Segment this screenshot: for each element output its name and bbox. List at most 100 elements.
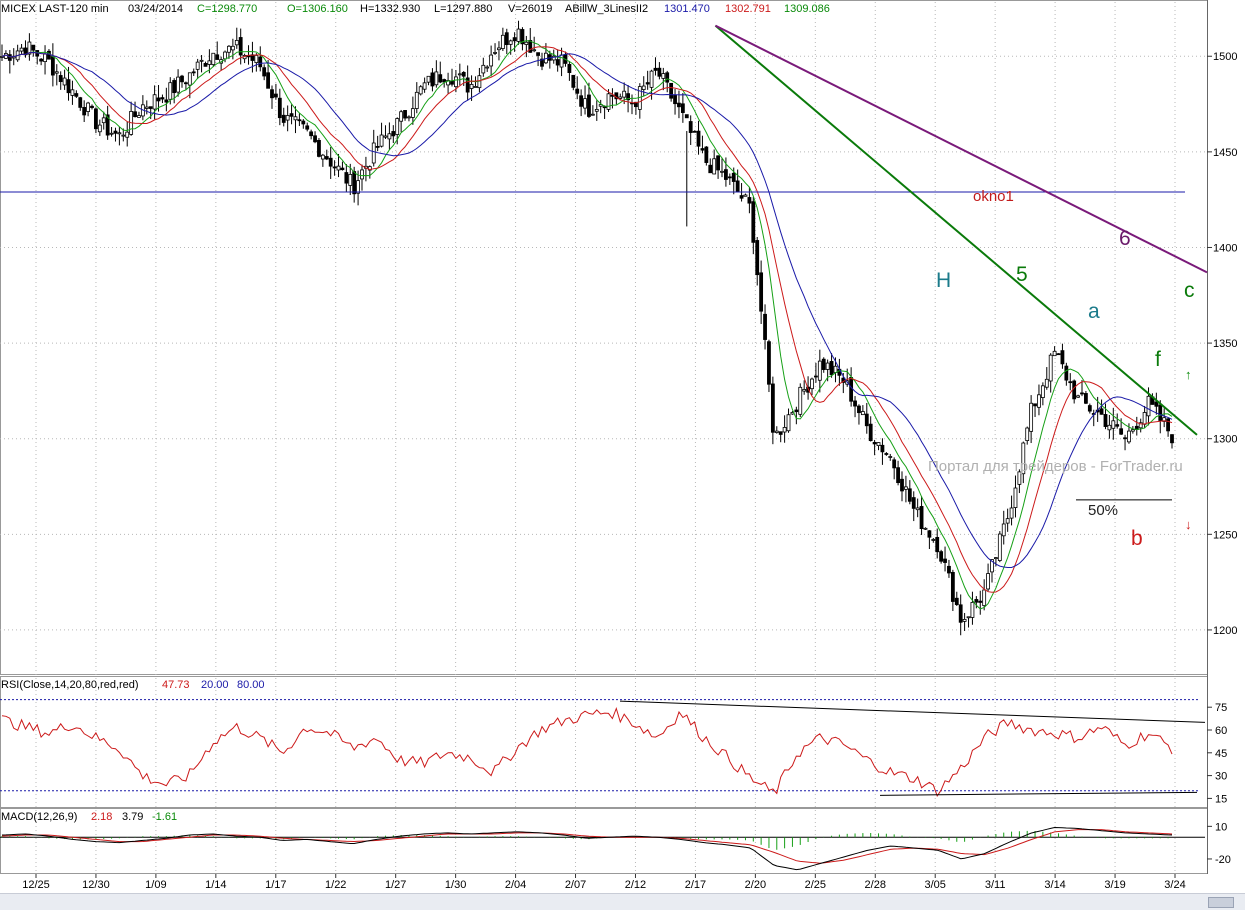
candle-body	[649, 70, 654, 88]
scrollbar-thumb[interactable]	[1208, 897, 1234, 908]
candle-body	[904, 486, 908, 490]
candle-body	[540, 58, 544, 67]
green-ma-line	[1, 40, 1173, 610]
candle-body	[727, 176, 732, 179]
trendline-5-label: 5	[1016, 263, 1028, 286]
symbol-label: MICEX LAST-120 min	[1, 3, 109, 15]
trendline-5	[714, 24, 1198, 436]
candle-body	[1123, 437, 1127, 440]
candle-body	[731, 172, 736, 182]
candle-body	[962, 618, 967, 622]
candle-body	[735, 180, 740, 193]
date-label: 3/19	[1104, 879, 1125, 891]
candle-body	[587, 94, 591, 117]
axis-labels: 12/25 12/30 1/09 1/14 1/17 1/22 1/27 1/30 2/04 2/…	[22, 51, 1237, 891]
candle-body	[1040, 385, 1045, 398]
candle-body	[148, 106, 153, 109]
candle-body	[907, 488, 912, 502]
wave-a-label: a	[1088, 300, 1100, 323]
candle-body	[786, 414, 791, 432]
candle-body	[418, 86, 423, 95]
candle-body	[559, 54, 564, 68]
candle-body	[254, 55, 259, 63]
price-tick-label: 1250	[1213, 529, 1237, 541]
candle-body	[712, 158, 717, 175]
candle-body	[974, 599, 979, 603]
down-arrow-icon: ↓	[1185, 517, 1192, 532]
candle-body	[336, 165, 341, 171]
candle-body	[485, 66, 490, 69]
date-label: 1/22	[325, 879, 346, 891]
candle-body	[19, 47, 24, 52]
candle-body	[168, 82, 173, 100]
candle-body	[465, 77, 470, 93]
candle-body	[172, 80, 177, 94]
candle-body	[117, 132, 122, 135]
date-label: 2/25	[805, 879, 826, 891]
okno1-label: okno1	[973, 188, 1014, 205]
candle-body	[618, 96, 623, 99]
candle-body	[684, 114, 689, 119]
candle-body	[1068, 381, 1073, 384]
candle-body	[927, 530, 932, 538]
candle-body	[986, 573, 990, 590]
candle-body	[864, 413, 869, 427]
candle-body	[1146, 395, 1151, 417]
candle-body	[896, 467, 900, 484]
candle-body	[1052, 350, 1057, 357]
candle-body	[344, 172, 349, 184]
candle-body	[747, 197, 752, 204]
candle-body	[281, 114, 286, 123]
candle-body	[677, 102, 681, 108]
candle-body	[1080, 392, 1084, 395]
candle-body	[536, 52, 540, 56]
date-label: 2/28	[865, 879, 886, 891]
candle-body	[923, 527, 928, 530]
price-tick-label: 1450	[1213, 147, 1237, 159]
candle-body	[860, 411, 865, 416]
candle-body	[399, 111, 404, 122]
candle-body	[1005, 518, 1010, 524]
candle-body	[1099, 408, 1104, 415]
rsi-low: 20.00	[201, 679, 229, 691]
candle-body	[187, 72, 192, 86]
candle-body	[176, 76, 180, 93]
candle-body	[137, 115, 141, 118]
candle-body	[133, 111, 137, 118]
candle-body	[461, 71, 466, 77]
rsi-tick-label: 45	[1215, 748, 1227, 760]
candle-body	[469, 83, 474, 89]
candle-body	[661, 73, 666, 79]
candle-body	[97, 124, 102, 133]
macd-label: MACD(12,26,9)	[1, 811, 77, 823]
candle-body	[567, 64, 572, 73]
candle-body	[430, 72, 435, 87]
candle-body	[1127, 430, 1131, 443]
candle-body	[997, 533, 1002, 561]
horizontal-scrollbar[interactable]	[0, 893, 1245, 910]
price-tick-label: 1200	[1213, 625, 1237, 637]
candle-body	[203, 63, 208, 67]
candle-body	[262, 67, 267, 77]
price-header: MICEX LAST-120 min 03/24/2014 C=1298.770…	[1, 3, 830, 15]
date-label: 3/24	[1164, 879, 1185, 891]
candle-body	[277, 97, 282, 119]
date-label: 3/14	[1044, 879, 1065, 891]
candle-body	[751, 201, 756, 243]
candle-body	[939, 551, 944, 562]
candle-body	[990, 559, 994, 573]
candle-body	[504, 32, 509, 46]
macd-signal: 3.79	[122, 811, 143, 823]
candle-body	[590, 113, 595, 116]
candle-body	[692, 130, 697, 133]
candle-body	[320, 154, 325, 160]
candle-body	[160, 97, 165, 100]
candle-body	[301, 120, 306, 125]
wave-h-label: H	[936, 269, 951, 292]
candle-body	[78, 97, 83, 108]
candle-body	[919, 506, 924, 530]
candle-body	[696, 130, 701, 147]
candle-body	[207, 60, 212, 65]
candle-body	[880, 444, 885, 453]
candle-body	[66, 79, 71, 94]
